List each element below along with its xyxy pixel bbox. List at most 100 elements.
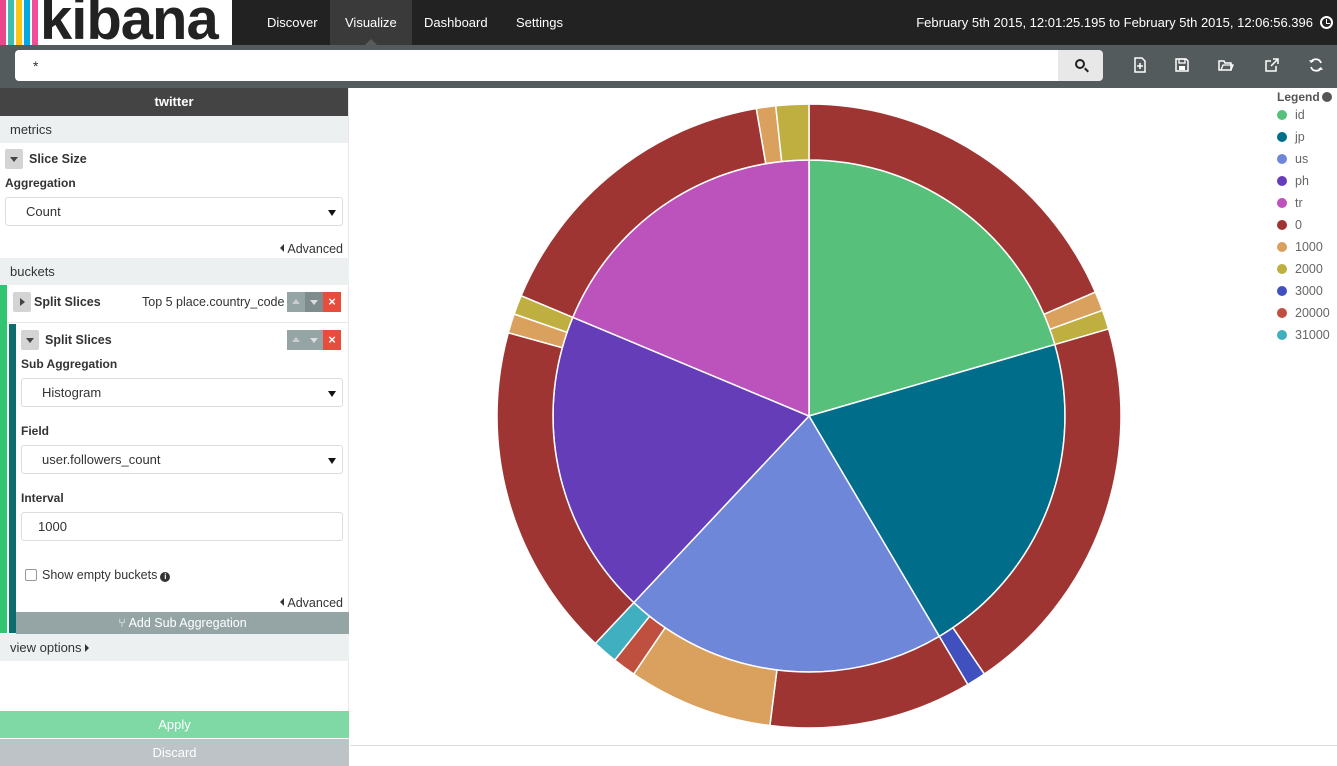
collapse-toggle[interactable] [21,330,39,350]
nav-settings[interactable]: Settings [516,15,563,30]
legend-item[interactable]: 3000 [1277,280,1337,302]
search-icon [1075,59,1085,69]
nav-discover[interactable]: Discover [267,15,318,30]
field-select[interactable]: user.followers_count [21,445,343,474]
buckets-section-header: buckets [0,258,349,285]
bucket-title: Split Slices [45,333,112,347]
sub-aggregation-select[interactable]: Histogram [21,378,343,407]
search-button[interactable] [1058,50,1103,81]
show-empty-buckets-text: Show empty buckets [42,568,158,582]
legend-item[interactable]: 0 [1277,214,1337,236]
clock-icon[interactable] [1320,16,1333,29]
logo-stripe [24,0,30,45]
aggregation-label: Aggregation [5,176,76,190]
nav-visualize[interactable]: Visualize [330,0,412,45]
collapse-toggle[interactable] [5,149,23,169]
search-input[interactable] [15,50,1058,81]
field-value: user.followers_count [42,452,161,467]
legend-title: Legend [1277,90,1320,104]
sub-aggregation-value: Histogram [42,385,102,400]
pie-chart [496,103,1122,729]
legend-label: 1000 [1295,240,1323,254]
legend-item[interactable]: tr [1277,192,1337,214]
legend-label: tr [1295,196,1303,210]
aggregation-select[interactable]: Count [5,197,343,226]
advanced-link[interactable]: Advanced [280,242,343,256]
search-bar-row [0,45,1337,88]
view-options-label: view options [10,640,82,655]
advanced-link[interactable]: Advanced [280,596,343,610]
sub-bucket-accent-bar [9,324,16,633]
legend-label: jp [1295,130,1305,144]
legend-item[interactable]: 2000 [1277,258,1337,280]
add-sub-aggregation-label: Add Sub Aggregation [128,616,247,630]
logo-stripe [0,0,6,45]
sub-aggregation-label: Sub Aggregation [21,357,118,371]
kibana-logo[interactable]: kibana [0,0,232,45]
legend-swatch [1277,154,1287,164]
legend-item[interactable]: 1000 [1277,236,1337,258]
remove-button[interactable]: × [323,292,341,312]
legend-toggle[interactable]: Legend [1277,90,1337,104]
chevron-down-icon [328,210,336,216]
bucket-agg-panel-2: Split Slices × Sub Aggregation Histogram… [16,324,349,633]
move-down-button[interactable] [305,330,323,350]
refresh-icon[interactable] [1308,57,1324,73]
legend-item[interactable]: jp [1277,126,1337,148]
open-icon[interactable] [1218,57,1234,73]
bucket-summary: Top 5 place.country_code [142,295,285,309]
ring-slice-tr-2000[interactable] [774,103,810,163]
nav-dashboard[interactable]: Dashboard [424,15,488,30]
expand-toggle[interactable] [13,292,31,312]
new-visualization-icon[interactable] [1132,57,1148,73]
legend-swatch [1277,242,1287,252]
bucket-title: Split Slices [34,295,101,309]
field-label: Field [21,424,50,438]
move-up-button[interactable] [287,292,305,312]
view-options-toggle[interactable]: view options [0,634,349,661]
remove-button[interactable]: × [323,330,341,350]
legend-label: id [1295,108,1305,122]
legend-swatch [1277,132,1287,142]
legend-item[interactable]: id [1277,104,1337,126]
legend-swatch [1277,176,1287,186]
interval-input[interactable]: 1000 [21,512,343,541]
info-icon[interactable]: i [160,572,171,582]
apply-button[interactable]: Apply [0,711,349,738]
legend-label: ph [1295,174,1309,188]
show-empty-buckets-checkbox[interactable] [25,569,37,581]
legend-label: 31000 [1295,328,1330,342]
interval-label: Interval [21,491,64,505]
bucket-agg-panel-1: Split Slices Top 5 place.country_code × [7,285,349,323]
metric-agg-panel: Slice Size Aggregation Count Advanced [0,143,349,258]
legend-items: id jp us ph tr 0 1000 2000 3000 20000 31000 [1277,104,1337,346]
move-up-button[interactable] [287,330,305,350]
move-down-button[interactable] [305,292,323,312]
legend-label: 2000 [1295,262,1323,276]
share-icon[interactable] [1264,57,1280,73]
metrics-section-header: metrics [0,116,348,143]
logo-stripe [16,0,22,45]
chart-bottom-strip [350,745,1337,753]
metric-title: Slice Size [29,152,87,166]
add-sub-aggregation-button[interactable]: ⑂ Add Sub Aggregation [16,612,349,634]
legend-item[interactable]: us [1277,148,1337,170]
legend-swatch [1277,286,1287,296]
legend-swatch [1277,330,1287,340]
legend-item[interactable]: 31000 [1277,324,1337,346]
save-icon[interactable] [1174,57,1190,73]
bucket-accent-bar [0,285,7,633]
legend-toggle-icon [1321,92,1332,102]
legend-label: 3000 [1295,284,1323,298]
legend-swatch [1277,110,1287,120]
legend-item[interactable]: ph [1277,170,1337,192]
aggregation-value: Count [26,204,61,219]
index-pattern-title: twitter [0,88,348,116]
show-empty-buckets-label: Show empty buckets i [42,568,171,582]
legend-swatch [1277,308,1287,318]
legend: Legend id jp us ph tr 0 1000 2000 3000 20000 31000 [1277,90,1337,346]
logo-stripe [8,0,14,45]
legend-item[interactable]: 20000 [1277,302,1337,324]
legend-label: us [1295,152,1309,166]
time-range-picker[interactable]: February 5th 2015, 12:01:25.195 to Febru… [916,15,1313,30]
